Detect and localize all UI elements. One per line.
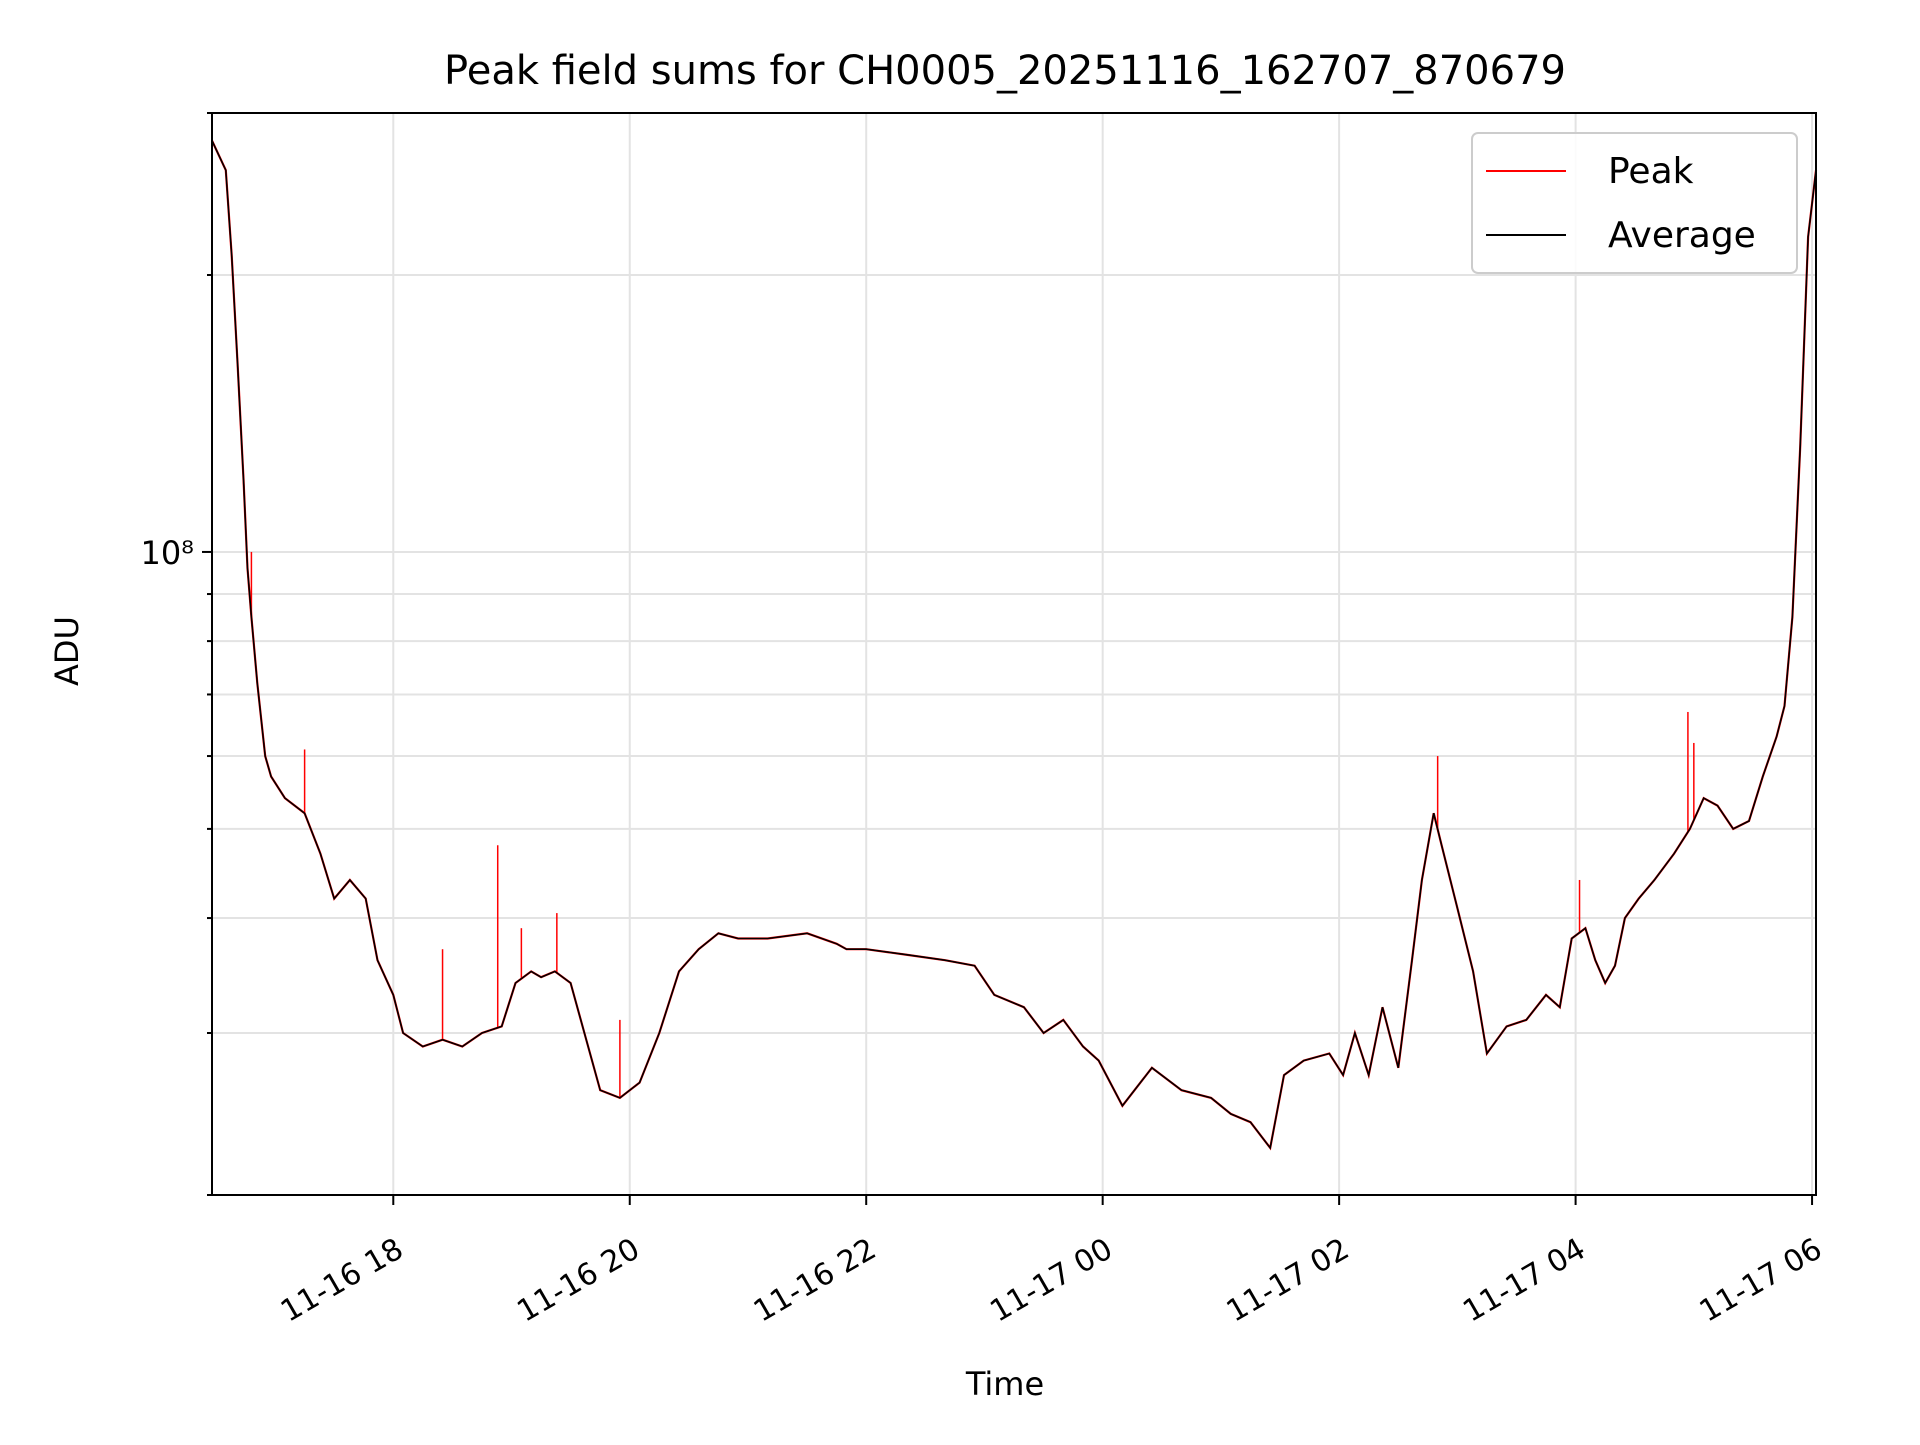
average-series-line xyxy=(211,140,1817,1150)
legend: Peak Average xyxy=(1471,132,1798,274)
legend-label-peak: Peak xyxy=(1608,151,1694,192)
legend-label-average: Average xyxy=(1608,215,1756,256)
chart-title: Peak field sums for CH0005_20251116_1627… xyxy=(444,48,1566,94)
series-layer xyxy=(211,140,1818,1151)
legend-box xyxy=(1471,132,1798,274)
plot-frame xyxy=(211,112,1817,1196)
x-axis-label: Time xyxy=(965,1365,1044,1403)
y-tick-label: 10⁸ xyxy=(140,534,194,572)
y-axis-label: ADU xyxy=(48,616,86,686)
